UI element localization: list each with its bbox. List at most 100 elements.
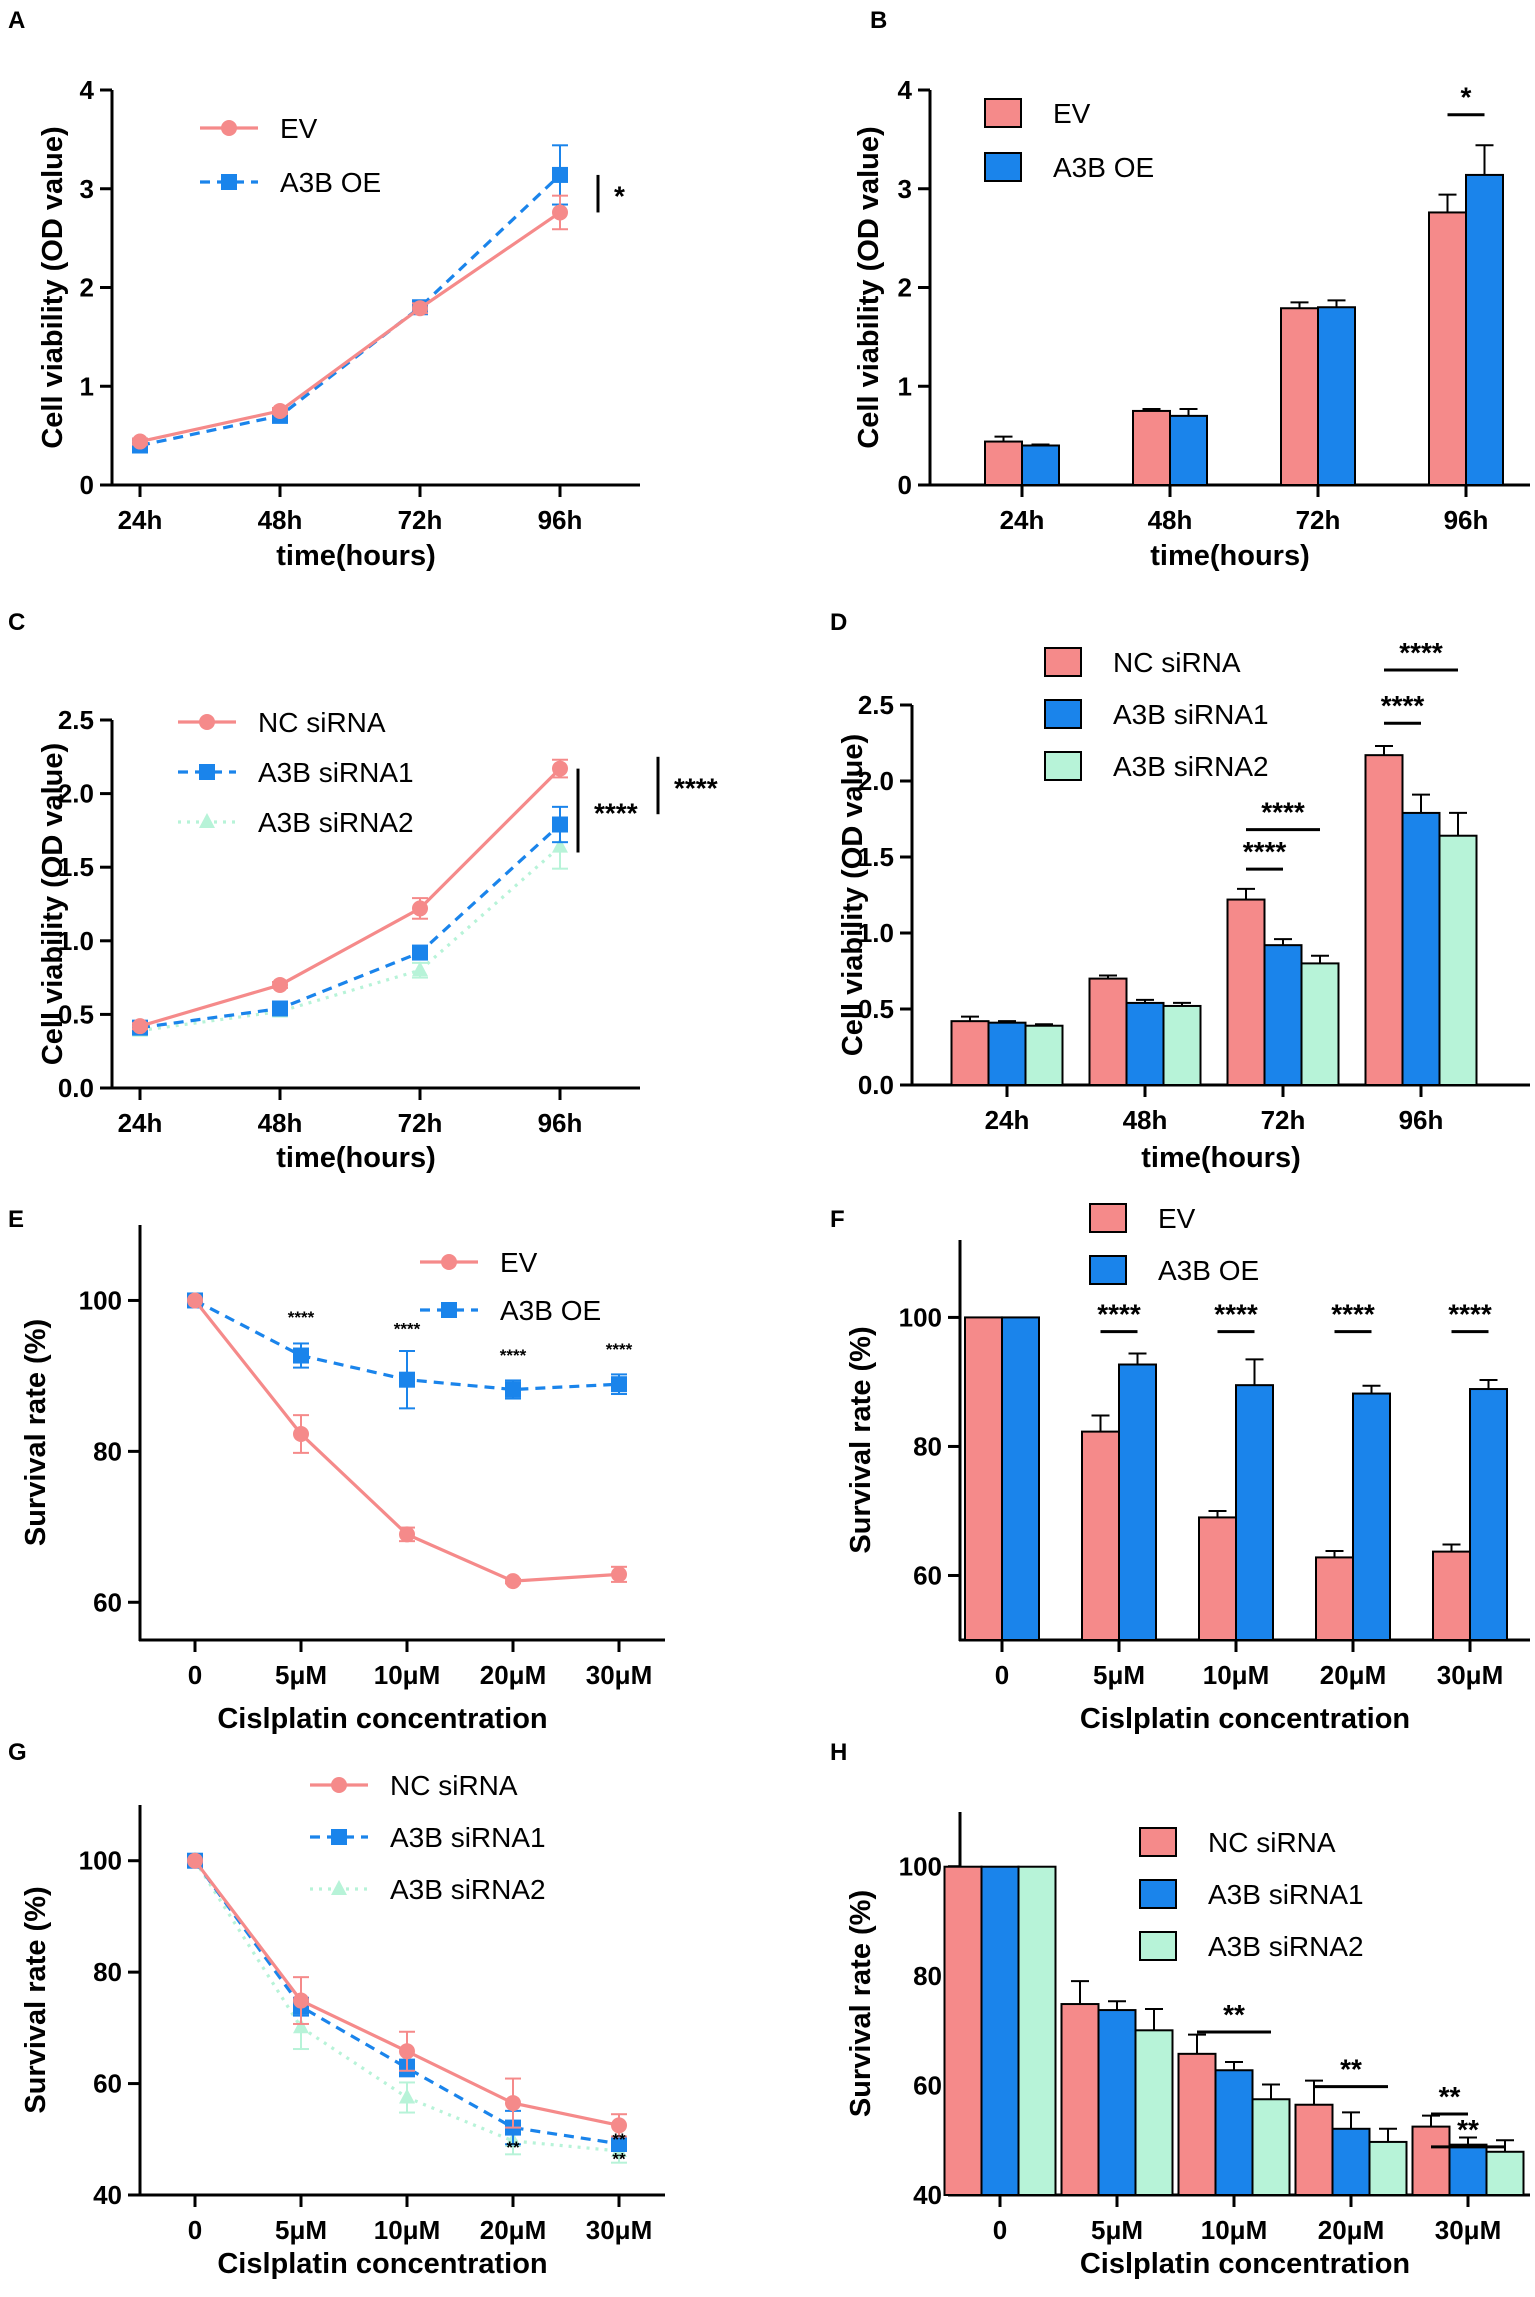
point-E-0-2 [399, 1526, 415, 1543]
point-E-0-3 [505, 1573, 521, 1590]
x-axis-label: time(hours) [1141, 1142, 1301, 1174]
point-G-0-1 [293, 1992, 309, 2009]
bar-D-1-1 [1125, 1001, 1165, 1086]
x-tick-label: 5μM [1091, 2215, 1143, 2245]
legend-marker [331, 1777, 347, 1793]
sig-label: ** [506, 2138, 520, 2157]
legend-label: A3B siRNA1 [258, 757, 414, 788]
bar-H-2-4 [1485, 2150, 1525, 2196]
bar-D-2-0 [1024, 1024, 1064, 1086]
sig-label: **** [1243, 836, 1287, 867]
bar-H-1-0 [980, 1865, 1020, 2196]
point-G-0-2 [399, 2043, 415, 2060]
point-C-0-1 [272, 976, 288, 993]
sig-label: **** [1331, 1299, 1375, 1330]
legend-label: A3B OE [1158, 1255, 1259, 1286]
legend-label: EV [280, 113, 318, 144]
point-G-2-1 [293, 2018, 309, 2034]
point-C-1-1 [272, 1000, 288, 1017]
x-tick-label: 30μM [586, 1660, 653, 1690]
point-C-1-2 [412, 944, 428, 961]
y-tick-label: 1.0 [858, 918, 894, 948]
sig-label: **** [1448, 1299, 1492, 1330]
legend-swatch [1089, 1203, 1127, 1233]
sig-label: **** [1399, 637, 1443, 668]
series-line-C-0 [139, 767, 562, 1028]
point-G-1-4 [611, 2135, 627, 2152]
series-line-A-1 [139, 173, 562, 448]
point-E-1-2 [399, 1371, 415, 1388]
bar-H-2-2 [1251, 2098, 1291, 2196]
legend-swatch [1044, 647, 1082, 677]
bar-H-2-3 [1368, 2140, 1408, 2197]
y-tick-label: 0.0 [858, 1070, 894, 1100]
y-axis-label: Survival rate (%) [845, 1890, 877, 2117]
x-tick-label: 30μM [1437, 1660, 1504, 1690]
legend-label: NC siRNA [258, 707, 386, 738]
x-axis-label: time(hours) [276, 1142, 436, 1174]
y-tick-label: 1.5 [858, 842, 894, 872]
panel-C: C 0.0 0.5 1.0 1.5 2.0 2.5 24h 48h 72h 96h time(hour… [8, 609, 718, 1174]
x-tick-label: 72h [398, 505, 443, 535]
bar-B-1-0 [1021, 444, 1060, 486]
x-axis-label: Cislplatin concentration [1080, 2248, 1410, 2280]
sig-label: ** [1457, 2114, 1479, 2145]
y-tick-label: 60 [93, 1587, 122, 1617]
bar-B-1-1 [1169, 414, 1208, 486]
sig-label: **** [500, 1346, 527, 1365]
y-tick-label: 4 [80, 75, 95, 105]
legend-swatch [1139, 1879, 1177, 1909]
panel-A: A 0 1 2 3 4 24h 48h 72h 96h time(hours) Cell viabil… [8, 7, 640, 572]
legend-marker [331, 1880, 347, 1895]
y-tick-label: 4 [898, 75, 913, 105]
x-tick-label: 30μM [586, 2215, 653, 2245]
y-tick-label: 80 [913, 1961, 942, 1991]
panel-label: A [8, 7, 25, 34]
bar-D-2-1 [1162, 1004, 1202, 1087]
y-tick-label: 60 [913, 1560, 942, 1590]
panel-D: D 0.0 0.5 1.0 1.5 2.0 2.5 24h 48h 72h 96h time(hour… [830, 609, 1530, 1174]
x-axis-label: Cislplatin concentration [1080, 1703, 1410, 1735]
x-tick-label: 48h [1148, 505, 1193, 535]
y-tick-label: 40 [913, 2180, 942, 2210]
point-E-1-1 [293, 1347, 309, 1364]
series-line-C-2 [139, 845, 562, 1033]
y-tick-label: 60 [93, 2069, 122, 2099]
x-axis-label: time(hours) [1150, 540, 1310, 572]
x-tick-label: 72h [1261, 1105, 1306, 1135]
sig-label: **** [1097, 1299, 1141, 1330]
legend-marker [221, 174, 237, 190]
point-G-0-0 [187, 1852, 203, 1869]
x-tick-label: 20μM [480, 2215, 547, 2245]
y-tick-label: 2.0 [58, 779, 94, 809]
panel-label: G [8, 1739, 27, 1766]
y-tick-label: 80 [93, 1436, 122, 1466]
bar-B-0-0 [984, 440, 1023, 486]
point-A-0-1 [272, 402, 288, 419]
y-tick-label: 100 [79, 1846, 122, 1876]
legend-label: A3B siRNA2 [390, 1874, 546, 1905]
y-axis-label: Cell viability (OD value) [37, 126, 69, 448]
bar-B-1-2 [1317, 306, 1356, 486]
x-tick-label: 96h [538, 505, 583, 535]
x-tick-label: 24h [118, 505, 163, 535]
point-C-0-0 [132, 1018, 148, 1035]
y-tick-label: 2.5 [858, 690, 894, 720]
sig-label: **** [674, 773, 718, 804]
series-line-C-1 [139, 823, 562, 1030]
y-axis-label: Cell viability (OD value) [837, 734, 869, 1056]
series-line-G-1 [193, 1859, 620, 2146]
y-tick-label: 0.5 [58, 999, 94, 1029]
legend-swatch [984, 98, 1022, 128]
panel-H: H 40 60 80 100 0 5μM 10μM 20μM 30μM Cislplatin con… [830, 1739, 1530, 2280]
legend-label: NC siRNA [1208, 1827, 1336, 1858]
sig-label: **** [1261, 797, 1305, 828]
point-G-2-2 [399, 2088, 415, 2104]
point-A-0-0 [132, 433, 148, 450]
sig-label: * [1461, 82, 1472, 113]
sig-label: ** [612, 2130, 626, 2149]
legend-marker [331, 1829, 347, 1845]
sig-label: **** [1214, 1299, 1258, 1330]
legend-label: A3B OE [500, 1295, 601, 1326]
